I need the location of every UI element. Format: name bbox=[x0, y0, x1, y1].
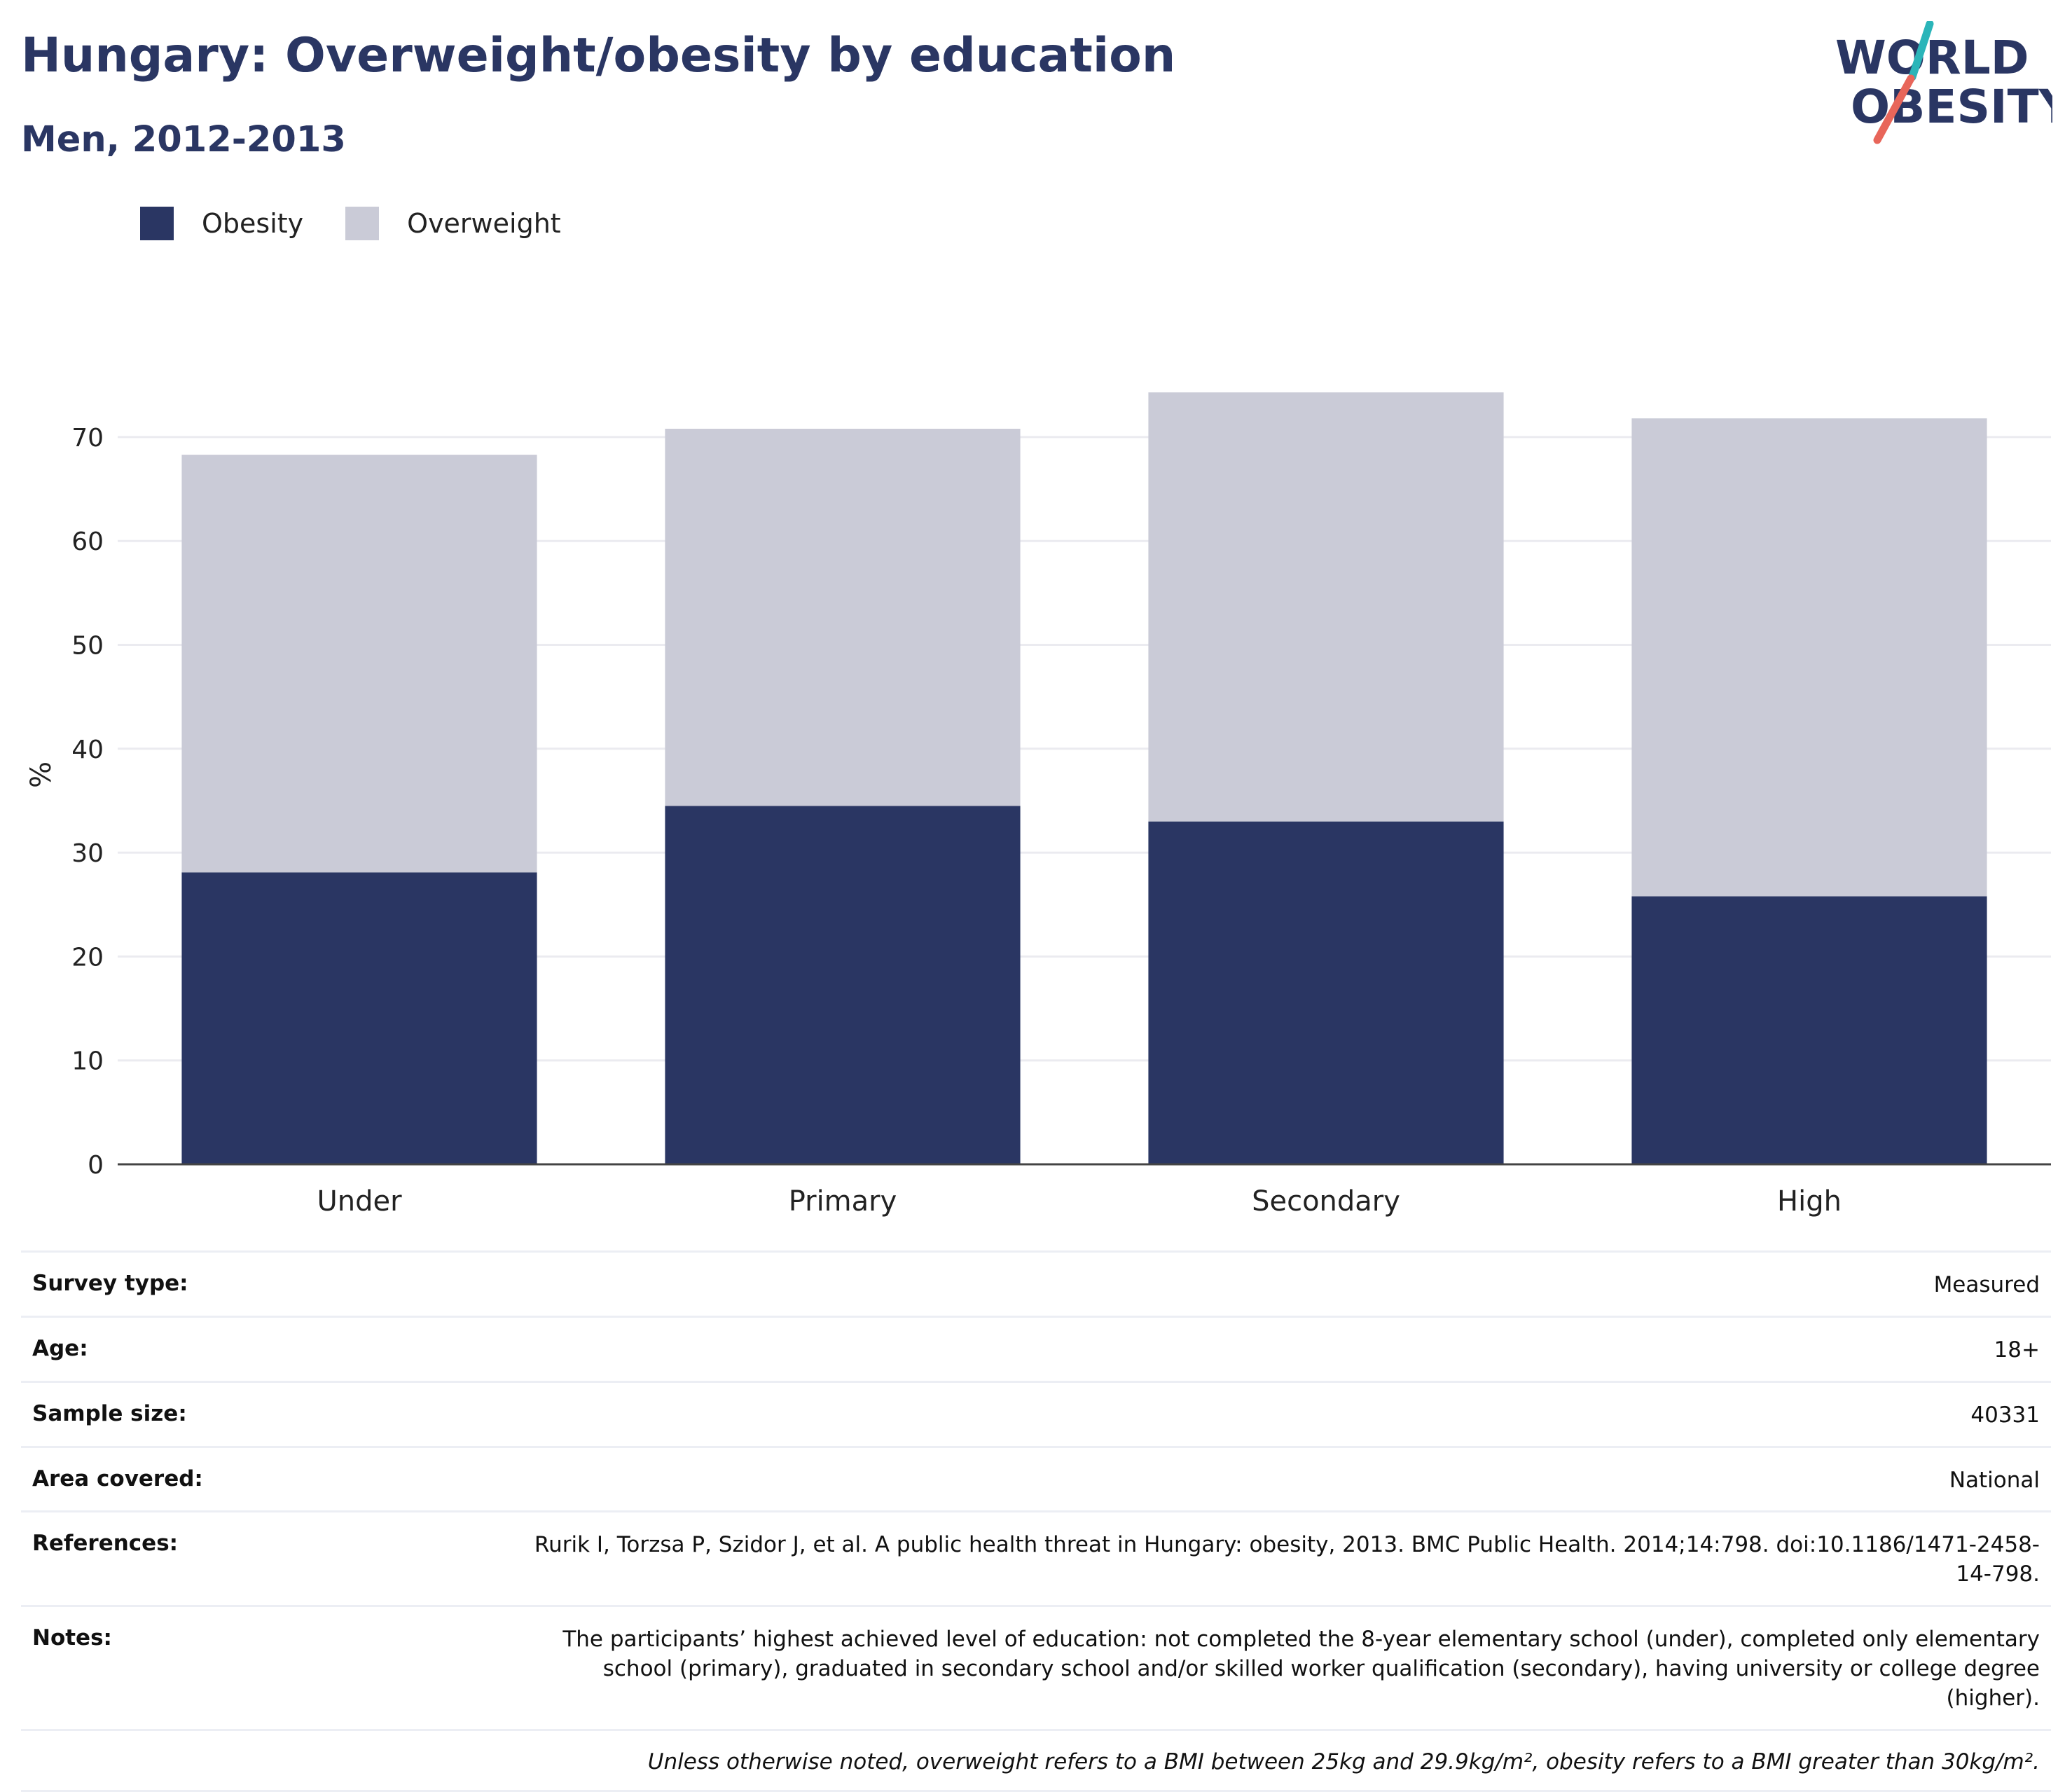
legend-swatch-obesity bbox=[140, 207, 174, 240]
x-tick-label-under: Under bbox=[317, 1185, 402, 1218]
chart-subtitle: Men, 2012-2013 bbox=[21, 119, 346, 160]
legend-item-overweight[interactable]: Overweight bbox=[345, 207, 561, 240]
meta-row-survey-type: Survey type: Measured bbox=[21, 1250, 2051, 1316]
chart-legend: Obesity Overweight bbox=[140, 207, 603, 240]
meta-footnote: Unless otherwise noted, overweight refer… bbox=[647, 1749, 2040, 1774]
meta-value-area-covered: National bbox=[1949, 1467, 2040, 1493]
stacked-bar-chart: 0 10 20 30 40 50 60 70% Under Primary Secondary Hig… bbox=[25, 392, 2051, 1218]
y-tick-label-10: 10 bbox=[71, 1047, 104, 1076]
x-tick-label-secondary: Secondary bbox=[1252, 1185, 1400, 1218]
meta-row-sample-size: Sample size: 40331 bbox=[21, 1380, 2051, 1446]
survey-metadata-table: Survey type: Measured Age: 18+ Sample si… bbox=[21, 1250, 2051, 1792]
meta-value-sample-size: 40331 bbox=[1970, 1402, 2040, 1428]
meta-key-sample-size: Sample size: bbox=[32, 1400, 187, 1426]
meta-row-references: References: Rurik I, Torzsa P, Szidor J,… bbox=[21, 1510, 2051, 1605]
logo-slash-coral bbox=[1873, 74, 1915, 144]
bar-overweight-high bbox=[1631, 418, 1987, 897]
y-tick-label-60: 60 bbox=[71, 528, 104, 556]
legend-label-overweight: Overweight bbox=[407, 208, 561, 239]
meta-key-area-covered: Area covered: bbox=[32, 1466, 203, 1491]
x-tick-label-primary: Primary bbox=[789, 1185, 897, 1218]
bar-overweight-primary bbox=[665, 429, 1021, 806]
logo-text-world: WORLD bbox=[1835, 31, 2029, 85]
logo-slash-teal bbox=[1908, 21, 1934, 81]
legend-item-obesity[interactable]: Obesity bbox=[140, 207, 303, 240]
legend-label-obesity: Obesity bbox=[202, 208, 304, 239]
meta-value-references: Rurik I, Torzsa P, Szidor J, et al. A pu… bbox=[534, 1532, 2040, 1587]
y-tick-label-30: 30 bbox=[71, 839, 104, 868]
bar-overweight-secondary bbox=[1148, 392, 1504, 822]
meta-key-survey-type: Survey type: bbox=[32, 1271, 188, 1296]
legend-swatch-overweight bbox=[345, 207, 380, 240]
meta-value-notes: The participants’ highest achieved level… bbox=[562, 1627, 2040, 1711]
meta-row-age: Age: 18+ bbox=[21, 1315, 2051, 1381]
bar-overweight-under bbox=[181, 455, 537, 873]
x-tick-label-high: High bbox=[1777, 1185, 1842, 1218]
bar-obesity-secondary bbox=[1148, 821, 1504, 1164]
bar-obesity-under bbox=[181, 872, 537, 1164]
y-tick-label-0: 0 bbox=[88, 1151, 104, 1180]
bar-obesity-primary bbox=[665, 806, 1021, 1164]
y-axis-title: % bbox=[25, 761, 57, 788]
world-obesity-logo: WORLD OBESITY bbox=[1835, 21, 2052, 144]
meta-row-notes: Notes: The participants’ highest achieve… bbox=[21, 1605, 2051, 1729]
meta-value-age: 18+ bbox=[1994, 1337, 2040, 1363]
meta-row-footnote: Unless otherwise noted, overweight refer… bbox=[21, 1728, 2051, 1792]
bar-obesity-high bbox=[1631, 896, 1987, 1164]
y-tick-label-40: 40 bbox=[71, 736, 104, 764]
meta-key-age: Age: bbox=[32, 1335, 88, 1361]
chart-title: Hungary: Overweight/obesity by education bbox=[21, 28, 1176, 83]
meta-key-references: References: bbox=[32, 1531, 179, 1557]
y-tick-label-70: 70 bbox=[71, 424, 104, 453]
y-tick-label-50: 50 bbox=[71, 632, 104, 661]
meta-row-area-covered: Area covered: National bbox=[21, 1445, 2051, 1511]
meta-key-notes: Notes: bbox=[32, 1625, 112, 1651]
meta-value-survey-type: Measured bbox=[1933, 1272, 2040, 1297]
y-tick-label-20: 20 bbox=[71, 943, 104, 972]
